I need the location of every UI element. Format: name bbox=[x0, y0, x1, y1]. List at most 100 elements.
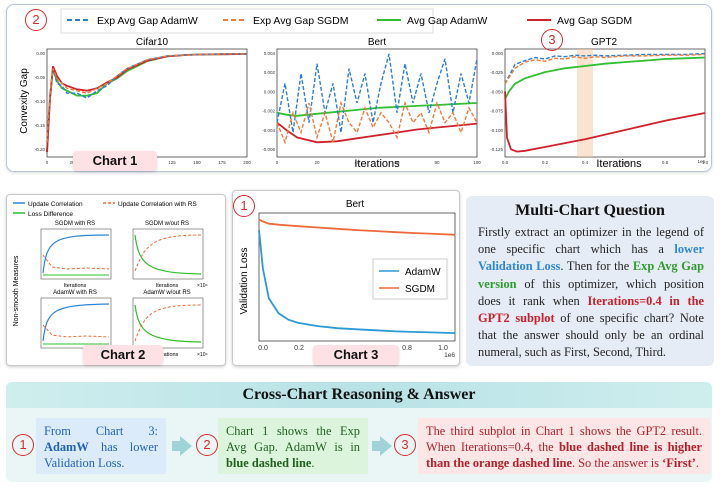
arrow-1-stem bbox=[172, 441, 180, 451]
step1-badge: 1 bbox=[12, 434, 34, 456]
x-tick-label: 0 bbox=[46, 160, 49, 165]
legend-label-avg-sgdm: Avg Gap SGDM bbox=[557, 15, 632, 27]
x-tick-label: 0.6 bbox=[622, 160, 629, 165]
x-tick-label: 125 bbox=[168, 160, 176, 165]
y-tick-label: 0.000 bbox=[492, 51, 504, 56]
legend-label-exp-adamw: Exp Avg Gap AdamW bbox=[97, 15, 198, 27]
y-tick-label: 0.00 bbox=[36, 51, 45, 56]
plot-frame-cifar10 bbox=[46, 48, 248, 158]
series-adamw bbox=[258, 230, 456, 334]
question-part-1: Firstly extract an optimizer in the lege… bbox=[478, 225, 704, 257]
question-panel: Multi-Chart Question Firstly extract an … bbox=[466, 196, 714, 366]
c2-scale-2: ×10⁴ bbox=[197, 283, 208, 289]
step2-badge: 2 bbox=[196, 434, 218, 456]
question-highlight-exp-avg-gap: Exp Avg Gap version bbox=[478, 259, 704, 291]
bert-series bbox=[276, 53, 478, 145]
badge-3: 3 bbox=[541, 29, 563, 51]
step1-text-b: AdamW bbox=[44, 440, 89, 454]
x-tick-label: 20 bbox=[314, 160, 320, 165]
c2-p1-update-corr-rs bbox=[42, 254, 110, 270]
series-sgdm bbox=[258, 218, 456, 236]
c3-x-scale: 1e6 bbox=[444, 352, 455, 359]
c3-legend-adamw: AdamW bbox=[405, 267, 441, 278]
cifar10-series bbox=[46, 53, 248, 153]
panel-title-bert: Bert bbox=[368, 37, 387, 48]
y-tick-label: -0.002 bbox=[262, 109, 275, 114]
x-tick-label: 0.0 bbox=[502, 160, 509, 165]
c2-p4-update-corr-rs bbox=[134, 304, 202, 342]
step2-text-b: blue dashed line bbox=[226, 456, 312, 470]
c2-xlabel-1: Iterations bbox=[64, 283, 87, 289]
c2-xlabel-4: Iterations bbox=[156, 352, 179, 358]
legend-frame bbox=[60, 8, 434, 34]
y-tick-label: -0.075 bbox=[490, 109, 503, 114]
c2-scale-4: ×10⁴ bbox=[197, 352, 208, 358]
reasoning-title: Cross-Chart Reasoning & Answer bbox=[6, 382, 712, 408]
c2-legend-3: Loss Difference bbox=[28, 211, 73, 218]
step1-text-a: From Chart 3: bbox=[44, 424, 158, 438]
c2-p2-loss-diff bbox=[134, 234, 202, 275]
y-tick-label: -0.025 bbox=[490, 70, 503, 75]
arrow-2-stem bbox=[372, 441, 380, 451]
step2-text-a: Chart 1 shows the Exp Avg Gap. AdamW is … bbox=[226, 424, 360, 454]
c3-x-tick-label: 1.0 bbox=[438, 345, 448, 352]
reasoning-panel: Cross-Chart Reasoning & Answer 1 From Ch… bbox=[6, 382, 712, 482]
c3-x-tick-label: 0.8 bbox=[402, 345, 412, 352]
question-part-2: . Then for the bbox=[560, 259, 633, 274]
c3-series bbox=[258, 218, 456, 334]
y-tick-label: -0.100 bbox=[490, 128, 503, 133]
c3-x-tick-label: 0.2 bbox=[294, 345, 304, 352]
c2-ylabel: Non-smooth Measures bbox=[13, 255, 20, 326]
c2-p2-update-corr-rs bbox=[134, 234, 202, 272]
question-highlight-validation-loss: lower Validation Loss bbox=[478, 242, 704, 274]
y-tick-label: -0.004 bbox=[262, 128, 275, 133]
c2-frame-3 bbox=[40, 297, 112, 349]
chart2-tag: Chart 2 bbox=[83, 345, 163, 365]
x-tick-label: 0.2 bbox=[542, 160, 549, 165]
panel-title-gpt2: GPT2 bbox=[591, 37, 618, 48]
question-highlight-gpt2-subplot: Iterations=0.4 in the GPT2 subplot bbox=[478, 293, 704, 326]
c2-subtitle-4: AdamW w/out RS bbox=[143, 290, 190, 296]
chart1-tag: Chart 1 bbox=[73, 151, 157, 171]
chart1-legend: Exp Avg Gap AdamW Exp Avg Gap SGDM Avg G… bbox=[60, 8, 632, 34]
c2-p1-update-corr bbox=[42, 234, 110, 274]
c2-frame-1 bbox=[40, 228, 112, 280]
c2-p3-update-corr bbox=[42, 303, 110, 342]
step3-text-d: ‘First’ bbox=[662, 456, 696, 470]
x-tick-label: 25 bbox=[69, 160, 75, 165]
plot-frame-gpt2 bbox=[504, 48, 706, 158]
c3-legend-frame bbox=[372, 258, 448, 300]
gpt2-series bbox=[504, 49, 706, 157]
chart1-svg: Exp Avg Gap AdamW Exp Avg Gap SGDM Avg G… bbox=[19, 8, 709, 170]
series-avg-gap-sgdm bbox=[276, 121, 478, 144]
highlight-band bbox=[577, 49, 593, 157]
chart1-panel: Exp Avg Gap AdamW Exp Avg Gap SGDM Avg G… bbox=[6, 4, 712, 172]
c2-xlabel-2: Iterations bbox=[156, 283, 179, 289]
x-tick-label: 60 bbox=[394, 160, 400, 165]
chart2-panel: Update Correlation Update Correlation wi… bbox=[6, 194, 226, 366]
x-tick-label: 1.0 bbox=[702, 160, 709, 165]
arrow-2-icon bbox=[380, 436, 392, 456]
x-tick-label: 40 bbox=[354, 160, 360, 165]
series-exp-avg-gap-sgdm bbox=[46, 53, 247, 143]
gpt2-x-scale: 1e6 bbox=[697, 159, 705, 164]
c2-subtitle-3: AdamW with RS bbox=[53, 290, 97, 296]
step3-text-e: . bbox=[695, 456, 699, 470]
c3-x-tick-label: 0.0 bbox=[258, 345, 268, 352]
c2-subtitle-1: SGDM with RS bbox=[55, 221, 95, 227]
y-tick-label: -0.10 bbox=[35, 99, 46, 104]
series-avg-gap-sgdm bbox=[46, 53, 248, 153]
reasoning-step-3: The third subplot in Chart 1 shows the G… bbox=[418, 418, 710, 474]
y-tick-label: -0.006 bbox=[262, 147, 275, 152]
x-tick-label: 0 bbox=[276, 160, 279, 165]
c3-ylabel: Validation Loss bbox=[239, 247, 250, 314]
step3-badge: 3 bbox=[394, 434, 416, 456]
series-exp-avg-gap-adamw bbox=[504, 52, 706, 85]
c2-subtitle-2: SGDM w/out RS bbox=[145, 221, 189, 227]
c3-title: Bert bbox=[346, 199, 365, 210]
chart1-xlabel-bert: Iterations bbox=[354, 158, 400, 170]
x-tick-label: 150 bbox=[193, 160, 201, 165]
series-exp-avg-gap-adamw bbox=[46, 53, 247, 143]
y-tick-label: -0.20 bbox=[35, 147, 46, 152]
badge-1: 1 bbox=[233, 195, 255, 217]
